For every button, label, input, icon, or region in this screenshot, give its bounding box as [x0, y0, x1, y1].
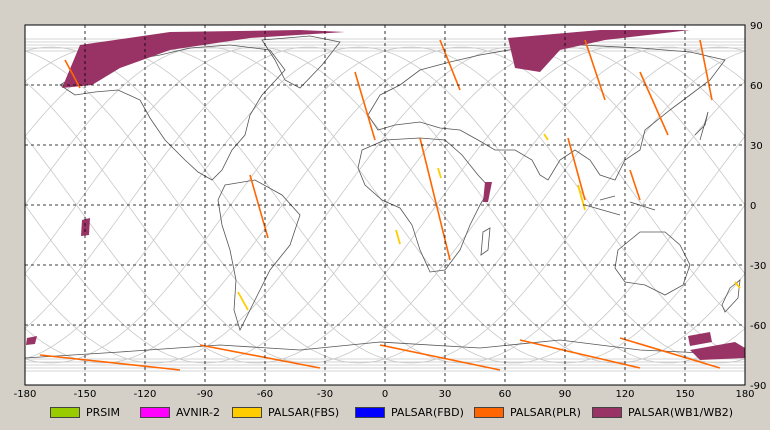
y-axis-ticks: 90 60 30 0 -30 -60 -90 [750, 21, 766, 392]
plr-strip [699, 39, 713, 101]
australia-outline [614, 231, 691, 296]
y-tick-label: -90 [750, 381, 766, 392]
wb-swath-north-asia [508, 30, 690, 72]
greenland-outline [261, 35, 341, 89]
wb-swath-pacific [81, 218, 90, 236]
x-tick-label: -180 [14, 389, 37, 400]
x-tick-label: -120 [134, 389, 157, 400]
legend-item: PALSAR(FBS) [232, 405, 339, 419]
orbit-track [24, 46, 746, 364]
legend-label: PALSAR(FBS) [268, 405, 340, 419]
legend-item: PALSAR(WB1/WB2) [592, 405, 733, 419]
plot-frame [24, 24, 746, 386]
legend-swatch [140, 406, 170, 418]
plr-strip [249, 174, 269, 239]
legend-item: PALSAR(PLR) [474, 405, 581, 419]
x-tick-label: 30 [439, 389, 452, 400]
fbs-strip [437, 167, 442, 179]
wb-swaths [26, 30, 745, 360]
fbs-strip [237, 291, 249, 311]
coastlines [24, 35, 746, 359]
fbs-strip [577, 184, 586, 211]
plr-strip [39, 354, 181, 371]
plr-strip [199, 344, 321, 369]
plr-strip [567, 137, 586, 201]
y-tick-label: -30 [750, 261, 766, 272]
x-tick-label: 120 [615, 389, 634, 400]
wb-swath-north-america [62, 30, 345, 88]
plr-strip [519, 339, 641, 369]
x-tick-label: 0 [382, 389, 388, 400]
wb-swath-antarctica-east [688, 332, 745, 360]
x-tick-label: -90 [197, 389, 213, 400]
legend-label: PALSAR(FBD) [391, 405, 464, 419]
new-zealand-outline [721, 279, 741, 313]
x-tick-label: 60 [499, 389, 512, 400]
coverage-map: -180 -150 -120 -90 -60 -30 0 30 60 90 120 150 180 90… [14, 21, 767, 400]
legend-swatch [474, 406, 504, 418]
plr-strip [619, 337, 721, 369]
x-tick-label: -60 [257, 389, 273, 400]
plr-strip [629, 169, 641, 201]
wb-swath-antarctica-west [26, 336, 37, 345]
fbs-strip [395, 229, 401, 245]
legend-label: PALSAR(PLR) [510, 405, 581, 419]
plr-strip [64, 59, 81, 89]
legend-swatch [232, 406, 262, 418]
plr-strips [39, 39, 721, 371]
eurasia-outline [367, 44, 726, 181]
plr-strip [439, 39, 461, 91]
plr-strip [379, 344, 501, 371]
y-tick-label: 30 [750, 141, 763, 152]
x-tick-label: 150 [675, 389, 694, 400]
legend-item: PALSAR(FBD) [355, 405, 464, 419]
wb-swath-arabia [483, 182, 492, 202]
legend-label: PALSAR(WB1/WB2) [628, 405, 734, 419]
x-tick-label: 90 [559, 389, 572, 400]
y-tick-label: 0 [750, 201, 756, 212]
legend-item: AVNIR-2 [140, 405, 220, 419]
fbs-strip [543, 133, 549, 141]
x-tick-label: -30 [317, 389, 333, 400]
legend-label: PRSIM [86, 405, 120, 419]
x-axis-ticks: -180 -150 -120 -90 -60 -30 0 30 60 90 120 150 180 [14, 389, 755, 400]
south-america-outline [217, 179, 301, 332]
fbs-strips [237, 133, 741, 311]
plr-strip [639, 71, 669, 136]
north-america-outline [59, 44, 286, 181]
y-tick-label: 90 [750, 21, 763, 32]
y-tick-label: 60 [750, 81, 763, 92]
legend-swatch [355, 406, 385, 418]
plr-strip [354, 71, 376, 141]
graticule [25, 25, 745, 385]
plr-strip [419, 137, 451, 261]
x-tick-label: -150 [74, 389, 97, 400]
madagascar-outline [480, 227, 491, 256]
fbs-strip [734, 281, 741, 289]
legend: PRSIM AVNIR-2 PALSAR(FBS) PALSAR(FBD) PALSAR… [0, 400, 770, 424]
legend-swatch [50, 406, 80, 418]
indonesia-outline [584, 195, 656, 216]
legend-item: PRSIM [50, 405, 120, 419]
antarctica-outline [24, 339, 746, 359]
plr-strip [584, 39, 606, 101]
y-tick-label: -60 [750, 321, 766, 332]
legend-label: AVNIR-2 [176, 405, 220, 419]
x-tick-label: 180 [735, 389, 754, 400]
legend-swatch [592, 406, 622, 418]
japan-outline [694, 111, 709, 141]
